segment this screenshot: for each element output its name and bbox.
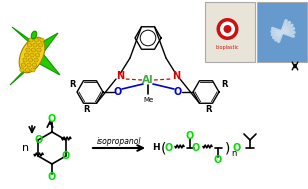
Text: O: O [62,151,70,161]
Ellipse shape [31,68,35,72]
Text: N: N [172,71,180,81]
Polygon shape [37,33,58,57]
Ellipse shape [33,43,37,47]
Text: N: N [116,71,124,81]
Ellipse shape [20,68,24,72]
Text: (: ( [161,141,167,155]
Ellipse shape [27,63,31,67]
Text: O: O [48,172,56,182]
Text: Al: Al [142,75,154,85]
Ellipse shape [19,37,45,73]
Text: n: n [231,149,236,157]
Text: R: R [84,105,90,114]
Text: O: O [192,143,200,153]
Text: O: O [114,87,122,97]
Ellipse shape [24,53,29,57]
Text: R: R [221,80,227,89]
Text: O: O [48,114,56,124]
Text: O: O [174,87,182,97]
Ellipse shape [21,63,26,67]
Ellipse shape [23,58,27,62]
Ellipse shape [40,38,44,42]
Bar [257,2,307,62]
Ellipse shape [27,43,32,47]
Ellipse shape [31,48,36,52]
Circle shape [220,22,235,36]
Ellipse shape [38,43,43,47]
Text: O: O [186,131,194,141]
Text: isopropanol: isopropanol [97,136,141,146]
Circle shape [217,18,238,40]
Text: R: R [206,105,212,114]
Ellipse shape [35,53,40,57]
Ellipse shape [34,58,38,62]
Polygon shape [10,60,34,85]
Ellipse shape [29,38,33,42]
Circle shape [224,25,232,33]
Text: Me: Me [143,97,153,103]
Text: O: O [214,155,222,165]
Ellipse shape [26,48,30,52]
Text: bioplastic: bioplastic [216,44,239,50]
Text: O: O [233,143,241,153]
Ellipse shape [31,31,37,39]
Text: O: O [165,143,173,153]
Text: ): ) [225,141,230,155]
Ellipse shape [28,58,33,62]
Text: O: O [34,135,42,145]
Text: H: H [152,143,160,153]
Ellipse shape [32,63,37,67]
Ellipse shape [34,38,39,42]
Ellipse shape [30,53,34,57]
Ellipse shape [25,68,30,72]
Polygon shape [38,50,60,75]
FancyBboxPatch shape [205,2,255,62]
Text: R: R [69,80,75,89]
Polygon shape [12,27,40,47]
Ellipse shape [37,48,41,52]
Text: n: n [22,143,30,153]
